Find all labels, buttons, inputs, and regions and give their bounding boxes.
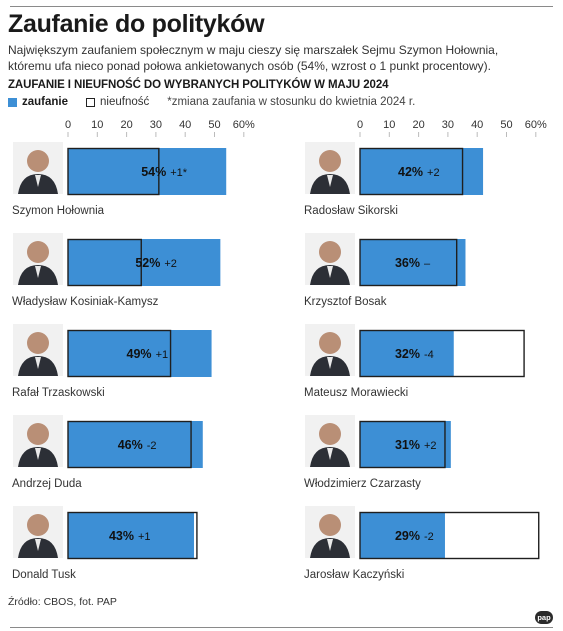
politician-name-jaroslaw-kaczynski: Jarosław Kaczyński — [304, 569, 404, 581]
legend-trust-swatch — [8, 97, 17, 107]
distrust-bar-szymon-holownia — [67, 147, 160, 196]
page-title: Zaufanie do polityków — [8, 10, 265, 38]
avatar-shirt — [327, 266, 333, 278]
axis-tick-label: 0 — [65, 119, 71, 131]
avatar-shirt — [327, 175, 333, 187]
avatar-head — [319, 332, 341, 354]
avatar-head — [319, 150, 341, 172]
axis-tick-label: 50 — [208, 119, 220, 131]
politician-name-krzysztof-bosak: Krzysztof Bosak — [304, 296, 387, 308]
distrust-bar-jaroslaw-kaczynski — [359, 511, 540, 560]
distrust-bar-krzysztof-bosak — [359, 238, 458, 287]
avatar-head — [319, 514, 341, 536]
legend-change-note: *zmiana zaufania w stosunku do kwietnia … — [167, 96, 416, 108]
trust-value-wlodzimierz-czarzasty: 31% — [395, 438, 420, 452]
avatar-shirt — [327, 448, 333, 460]
avatar-head — [27, 150, 49, 172]
legend: zaufanie nieufność *zmiana zaufania w st… — [8, 95, 415, 109]
politician-name-rafal-trzaskowski: Rafał Trzaskowski — [12, 387, 105, 399]
trust-change-donald-tusk: +1 — [138, 531, 151, 543]
distrust-bar-andrzej-duda — [67, 420, 192, 469]
politician-name-wlodzimierz-czarzasty: Włodzimierz Czarzasty — [304, 478, 421, 490]
trust-change-wladyslaw-kosiniak-kamysz: +2 — [164, 258, 177, 270]
trust-value-krzysztof-bosak: 36% — [395, 256, 420, 270]
politician-name-wladyslaw-kosiniak-kamysz: Władysław Kosiniak-Kamysz — [12, 296, 159, 308]
trust-change-wlodzimierz-czarzasty: +2 — [424, 440, 437, 452]
trust-change-andrzej-duda: -2 — [147, 440, 157, 452]
avatar-head — [27, 332, 49, 354]
axis-tick-label: 20 — [412, 119, 424, 131]
distrust-bar-wlodzimierz-czarzasty — [359, 420, 446, 469]
avatar-head — [27, 423, 49, 445]
axis-tick-label: 60% — [233, 119, 255, 131]
source-note: Źródło: CBOS, fot. PAP — [8, 596, 117, 608]
trust-value-radoslaw-sikorski: 42% — [398, 165, 423, 179]
distrust-bar-radoslaw-sikorski — [359, 147, 464, 196]
trust-change-rafal-trzaskowski: +1 — [156, 349, 169, 361]
avatar-shirt — [327, 539, 333, 551]
avatar-shirt — [35, 175, 41, 187]
trust-value-wladyslaw-kosiniak-kamysz: 52% — [135, 256, 160, 270]
distrust-bar-wladyslaw-kosiniak-kamysz — [67, 238, 142, 287]
avatar-shirt — [35, 357, 41, 369]
axis-tick-label: 40 — [179, 119, 191, 131]
politician-name-donald-tusk: Donald Tusk — [12, 569, 76, 581]
distrust-bar-donald-tusk — [67, 511, 198, 560]
axis-tick-label: 30 — [442, 119, 454, 131]
avatar-shirt — [327, 357, 333, 369]
trust-value-rafal-trzaskowski: 49% — [127, 347, 152, 361]
trust-change-jaroslaw-kaczynski: -2 — [424, 531, 434, 543]
trust-change-krzysztof-bosak: – — [424, 258, 431, 270]
distrust-bar-rafal-trzaskowski — [67, 329, 172, 378]
trust-bar-wladyslaw-kosiniak-kamysz — [68, 239, 221, 286]
avatar-head — [27, 241, 49, 263]
trust-value-donald-tusk: 43% — [109, 529, 134, 543]
axis-tick-label: 40 — [471, 119, 483, 131]
trust-value-jaroslaw-kaczynski: 29% — [395, 529, 420, 543]
avatar-shirt — [35, 448, 41, 460]
politician-name-mateusz-morawiecki: Mateusz Morawiecki — [304, 387, 408, 399]
avatar-head — [319, 241, 341, 263]
trust-bar-rafal-trzaskowski — [68, 330, 212, 377]
bottom-rule — [10, 627, 553, 628]
trust-bar-mateusz-morawiecki — [360, 330, 454, 377]
trust-bar-wlodzimierz-czarzasty — [360, 421, 451, 468]
politician-name-szymon-holownia: Szymon Hołownia — [12, 205, 105, 217]
avatar-head — [319, 423, 341, 445]
axis-tick-label: 30 — [150, 119, 162, 131]
top-rule — [10, 6, 553, 7]
trust-bar-andrzej-duda — [68, 421, 203, 468]
trust-value-szymon-holownia: 54% — [141, 165, 166, 179]
legend-distrust-label: nieufność — [100, 96, 150, 108]
axis-tick-label: 10 — [91, 119, 103, 131]
trust-bar-szymon-holownia — [68, 148, 227, 195]
politician-name-radoslaw-sikorski: Radosław Sikorski — [304, 205, 398, 217]
distrust-bar-mateusz-morawiecki — [359, 329, 525, 378]
avatar-head — [27, 514, 49, 536]
axis-tick-label: 0 — [357, 119, 363, 131]
axis-tick-label: 60% — [525, 119, 547, 131]
axis-tick-label: 10 — [383, 119, 395, 131]
trust-bar-jaroslaw-kaczynski — [360, 512, 445, 559]
lede-text: Największym zaufaniem społecznym w maju … — [8, 43, 499, 73]
avatar-shirt — [35, 539, 41, 551]
avatar-shirt — [35, 266, 41, 278]
chart-subtitle: ZAUFANIE I NIEUFNOŚĆ DO WYBRANYCH POLITY… — [8, 79, 389, 91]
trust-change-radoslaw-sikorski: +2 — [427, 167, 440, 179]
axis-tick-label: 20 — [120, 119, 132, 131]
legend-distrust-swatch — [86, 97, 96, 107]
politician-name-andrzej-duda: Andrzej Duda — [12, 478, 82, 490]
trust-bar-krzysztof-bosak — [360, 239, 466, 286]
trust-change-mateusz-morawiecki: -4 — [424, 349, 434, 361]
pap-logo: pap — [535, 611, 553, 624]
legend-trust-label: zaufanie — [22, 96, 69, 108]
trust-value-mateusz-morawiecki: 32% — [395, 347, 420, 361]
trust-change-szymon-holownia: +1* — [170, 167, 188, 179]
trust-bar-donald-tusk — [68, 512, 194, 559]
trust-value-andrzej-duda: 46% — [118, 438, 143, 452]
axis-tick-label: 50 — [500, 119, 512, 131]
